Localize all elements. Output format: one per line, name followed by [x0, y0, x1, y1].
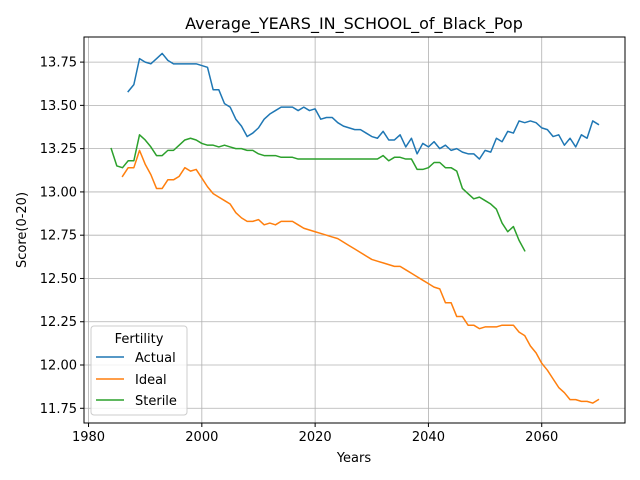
legend-label-ideal: Ideal — [135, 373, 167, 388]
series-line-actual — [127, 52, 600, 160]
y-tick-label: 13.75 — [40, 56, 77, 71]
grid — [84, 37, 625, 423]
legend-label-sterile: Sterile — [135, 394, 177, 409]
y-tick-label: 12.25 — [40, 315, 77, 330]
x-tick-label: 2040 — [412, 430, 445, 445]
y-tick-label: 11.75 — [40, 402, 77, 417]
y-tick-label: 13.25 — [40, 142, 77, 157]
legend-title: Fertility — [115, 332, 164, 347]
y-tick-label: 12.75 — [40, 229, 77, 244]
plot-frame — [83, 36, 626, 424]
x-tick-label: 2020 — [299, 430, 332, 445]
x-axis-title: Years — [336, 451, 372, 466]
legend: Fertility Actual Ideal Sterile — [90, 325, 188, 416]
series-line-ideal — [121, 149, 600, 404]
y-tick-label: 13.00 — [40, 185, 77, 200]
x-tick-label: 2000 — [185, 430, 218, 445]
x-tick-label: 2060 — [525, 430, 558, 445]
series-line-sterile — [110, 134, 526, 252]
x-tick-label: 1980 — [72, 430, 105, 445]
y-axis-title: Score(0-20) — [15, 192, 30, 268]
y-tick-label: 12.50 — [40, 272, 77, 287]
x-axis: 1980 2000 2020 2040 2060 — [72, 423, 558, 445]
legend-box — [90, 325, 188, 416]
y-tick-label: 12.00 — [40, 359, 77, 374]
y-tick-label: 13.50 — [40, 99, 77, 114]
chart-title: Average_YEARS_IN_SCHOOL_of_Black_Pop — [185, 14, 523, 34]
series-lines — [110, 52, 600, 404]
legend-label-actual: Actual — [135, 351, 176, 366]
y-axis: 11.75 12.00 12.25 12.50 12.75 13.00 13.25 13.50… — [40, 56, 84, 417]
